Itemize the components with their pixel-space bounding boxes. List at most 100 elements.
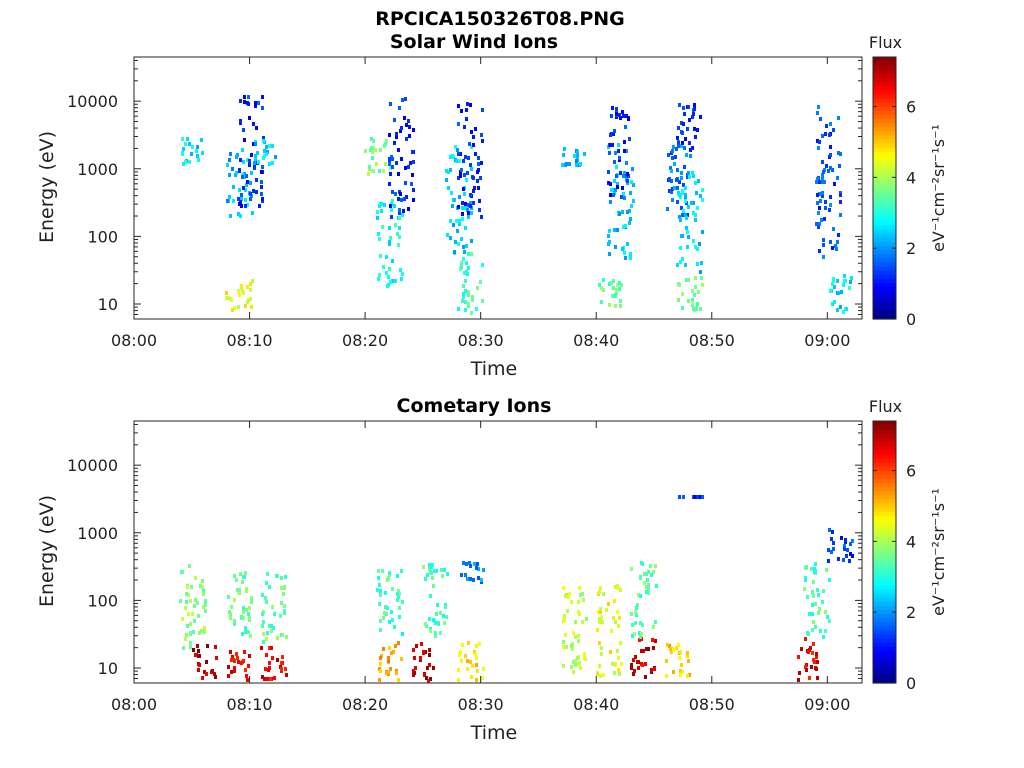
cometary-cell — [813, 570, 816, 574]
solar-wind-cell — [386, 284, 389, 288]
solar-wind-cell — [226, 199, 229, 203]
cometary-cell — [187, 612, 190, 616]
solar-wind-cell — [243, 100, 246, 104]
cometary-cell — [233, 598, 236, 602]
solar-wind-cell — [383, 203, 386, 207]
cometary-cell — [248, 654, 251, 658]
cometary-cell — [265, 653, 268, 657]
cometary-colorbar-tick-label: 6 — [906, 462, 916, 481]
solar-wind-cell — [400, 198, 403, 202]
solar-wind-cell — [472, 201, 475, 205]
cometary-cell — [390, 610, 393, 614]
cometary-cell — [284, 575, 287, 579]
solar-wind-cell — [839, 193, 842, 197]
solar-wind-cell — [699, 115, 702, 119]
solar-wind-cell — [378, 273, 381, 277]
cometary-cell — [846, 548, 849, 552]
solar-wind-cell — [818, 180, 821, 184]
solar-wind-cell — [620, 283, 623, 287]
cometary-cell — [641, 623, 644, 627]
solar-wind-colorbar-segment — [873, 61, 896, 66]
cometary-cell — [435, 569, 438, 573]
solar-wind-cell — [469, 204, 472, 208]
cometary-cell — [564, 594, 567, 598]
solar-wind-cell — [682, 122, 685, 126]
solar-wind-cell — [460, 109, 463, 113]
cometary-cell — [647, 591, 650, 595]
solar-wind-cell — [377, 277, 380, 281]
solar-wind-cell — [684, 193, 687, 197]
solar-wind-cell — [231, 308, 234, 312]
solar-wind-cell — [619, 304, 622, 308]
solar-wind-cell — [609, 143, 612, 147]
cometary-cell — [242, 610, 245, 614]
cometary-cell — [434, 631, 437, 635]
cometary-cell — [264, 667, 267, 671]
cometary-colorbar-frame — [872, 420, 897, 684]
cometary-colorbar-segment — [873, 441, 896, 447]
solar-wind-colorbar-segment — [873, 192, 896, 197]
cometary-cell — [430, 571, 433, 575]
solar-wind-cell — [395, 132, 398, 136]
solar-wind-cell — [479, 280, 482, 284]
cometary-cell — [428, 563, 431, 567]
solar-wind-cell — [447, 186, 450, 190]
cometary-colorbar-title: Flux — [869, 397, 902, 416]
cometary-cell — [647, 583, 650, 587]
cometary-colorbar-segment — [873, 588, 896, 594]
solar-wind-cell — [833, 300, 836, 304]
cometary-colorbar-segment — [873, 547, 896, 553]
cometary-cell — [665, 659, 668, 663]
solar-wind-cell — [394, 223, 397, 227]
cometary-cell — [281, 655, 284, 659]
solar-wind-cell — [818, 249, 821, 253]
cometary-colorbar-segment — [873, 670, 896, 676]
cometary-colorbar-segment — [873, 466, 896, 471]
solar-wind-cell — [390, 215, 393, 219]
solar-wind-cell — [188, 142, 191, 146]
solar-wind-x-tick-label: 09:00 — [804, 331, 850, 350]
solar-wind-colorbar-segment — [873, 122, 896, 128]
cometary-cell — [280, 667, 283, 671]
solar-wind-cell — [401, 272, 404, 276]
solar-wind-cell — [466, 102, 469, 106]
solar-wind-cell — [618, 113, 621, 117]
cometary-cell — [200, 629, 203, 633]
solar-wind-cell — [243, 95, 246, 99]
solar-wind-cell — [243, 138, 246, 142]
solar-wind-cell — [250, 171, 253, 175]
solar-wind-cell — [583, 152, 586, 156]
cometary-cell — [186, 624, 189, 628]
solar-wind-cell — [229, 214, 232, 218]
cometary-cell — [827, 559, 830, 563]
solar-wind-cell — [245, 174, 248, 178]
solar-wind-cell — [624, 256, 627, 260]
solar-wind-cell — [821, 160, 824, 164]
solar-wind-cell — [573, 154, 576, 158]
cometary-cell — [840, 536, 843, 540]
cometary-colorbar-segment — [873, 662, 896, 668]
cometary-cell — [650, 668, 653, 672]
solar-wind-cell — [618, 287, 621, 291]
solar-wind-colorbar-segment — [873, 208, 896, 214]
solar-wind-cell — [671, 156, 674, 160]
cometary-cell — [233, 619, 236, 623]
solar-wind-cell — [836, 308, 839, 312]
solar-wind-cell — [271, 161, 274, 165]
cometary-cell — [652, 646, 655, 650]
solar-wind-cell — [233, 306, 236, 310]
solar-wind-cell — [235, 155, 238, 159]
cometary-cell — [280, 601, 283, 605]
cometary-cell — [646, 578, 649, 582]
solar-wind-cell — [399, 268, 402, 272]
solar-wind-cell — [449, 168, 452, 172]
cometary-cell — [837, 557, 840, 561]
solar-wind-cell — [622, 174, 625, 178]
cometary-cell — [400, 569, 403, 573]
solar-wind-colorbar-segment — [873, 290, 896, 296]
solar-wind-cell — [697, 179, 700, 183]
cometary-cell — [638, 638, 641, 642]
solar-wind-cell — [619, 171, 622, 175]
cometary-colorbar-segment — [873, 666, 896, 672]
